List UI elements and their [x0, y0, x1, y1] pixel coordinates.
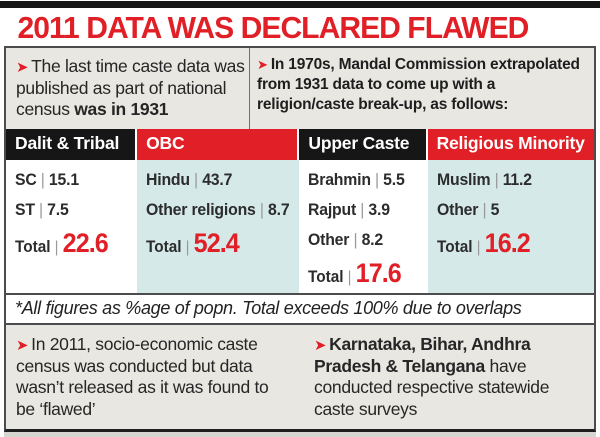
intro-right-text: In 1970s, Mandal Commission extrapolated… [257, 56, 580, 113]
data-row: Other religions | 8.7 [146, 200, 290, 219]
data-row: Brahmin | 5.5 [308, 170, 405, 189]
column-body: SC | 15.1 ST | 7.5 Total | 22.6 [6, 160, 138, 293]
bullet-arrow-icon: ➤ [16, 60, 29, 76]
table-column: Upper Caste Brahmin | 5.5 Rajput | 3.9 Othe… [299, 129, 428, 293]
bullet-arrow-icon: ➤ [257, 57, 268, 72]
infographic-body: ➤ The last time caste data was published … [4, 46, 596, 432]
intro-section: ➤ The last time caste data was published … [6, 48, 594, 129]
table-column: OBC Hindu | 43.7 Other religions | 8.7 Tota… [137, 129, 300, 293]
intro-note-mandal: ➤ In 1970s, Mandal Commission extrapolate… [250, 48, 594, 129]
total-row: Total | 16.2 [436, 228, 531, 258]
data-row: Hindu | 43.7 [146, 170, 233, 189]
intro-note-1931: ➤ The last time caste data was published … [6, 48, 249, 129]
column-body: Hindu | 43.7 Other religions | 8.7 Total |… [137, 160, 300, 293]
data-row: Muslim | 11.2 [436, 170, 532, 189]
column-body: Muslim | 11.2 Other | 5 Total | 16.2 [427, 160, 594, 293]
footer-section: ➤ In 2011, socio-economic caste census wa… [6, 325, 594, 429]
top-black-bar [0, 1, 600, 8]
data-row: Rajput | 3.9 [308, 200, 391, 219]
table-column: Religious Minority Muslim | 11.2 Other | 5… [427, 129, 594, 293]
data-row: Other | 8.2 [308, 230, 384, 249]
intro-left-bold-text: was in 1931 [74, 99, 169, 120]
total-row: Total | 52.4 [146, 228, 240, 258]
data-row: Other | 5 [436, 200, 499, 219]
intro-left-text: The last time caste data was published a… [16, 56, 245, 120]
column-header: Religious Minority [427, 129, 594, 160]
column-header: Dalit & Tribal [6, 129, 138, 160]
caste-table: Dalit & Tribal SC | 15.1 ST | 7.5 Total | 2… [6, 129, 594, 293]
bottom-page-strip [4, 431, 596, 437]
table-footnote: *All figures as %age of popn. Total exce… [6, 293, 594, 325]
footer-right-bold-text: Karnataka, Bihar, Andhra Pradesh & Telan… [314, 334, 531, 376]
footer-right-text: have conducted respective statewide cast… [314, 355, 550, 420]
column-header: Upper Caste [299, 129, 428, 160]
bullet-arrow-icon: ➤ [16, 338, 29, 354]
footer-note-2011: ➤ In 2011, socio-economic caste census wa… [6, 325, 314, 429]
total-row: Total | 17.6 [308, 258, 402, 288]
table-column: Dalit & Tribal SC | 15.1 ST | 7.5 Total | 2… [6, 129, 138, 293]
footer-note-states: ➤ Karnataka, Bihar, Andhra Pradesh & Tela… [314, 325, 594, 429]
data-row: ST | 7.5 [15, 200, 69, 219]
footer-left-text: In 2011, socio-economic caste census was… [16, 334, 269, 420]
page-title: 2011 DATA WAS DECLARED FLAWED [17, 10, 529, 45]
intro-divider [249, 48, 250, 129]
data-row: SC | 15.1 [15, 170, 79, 189]
bullet-arrow-icon: ➤ [314, 338, 327, 354]
column-body: Brahmin | 5.5 Rajput | 3.9 Other | 8.2 Tota… [299, 160, 428, 293]
column-header: OBC [137, 129, 300, 160]
total-row: Total | 22.6 [15, 228, 109, 258]
